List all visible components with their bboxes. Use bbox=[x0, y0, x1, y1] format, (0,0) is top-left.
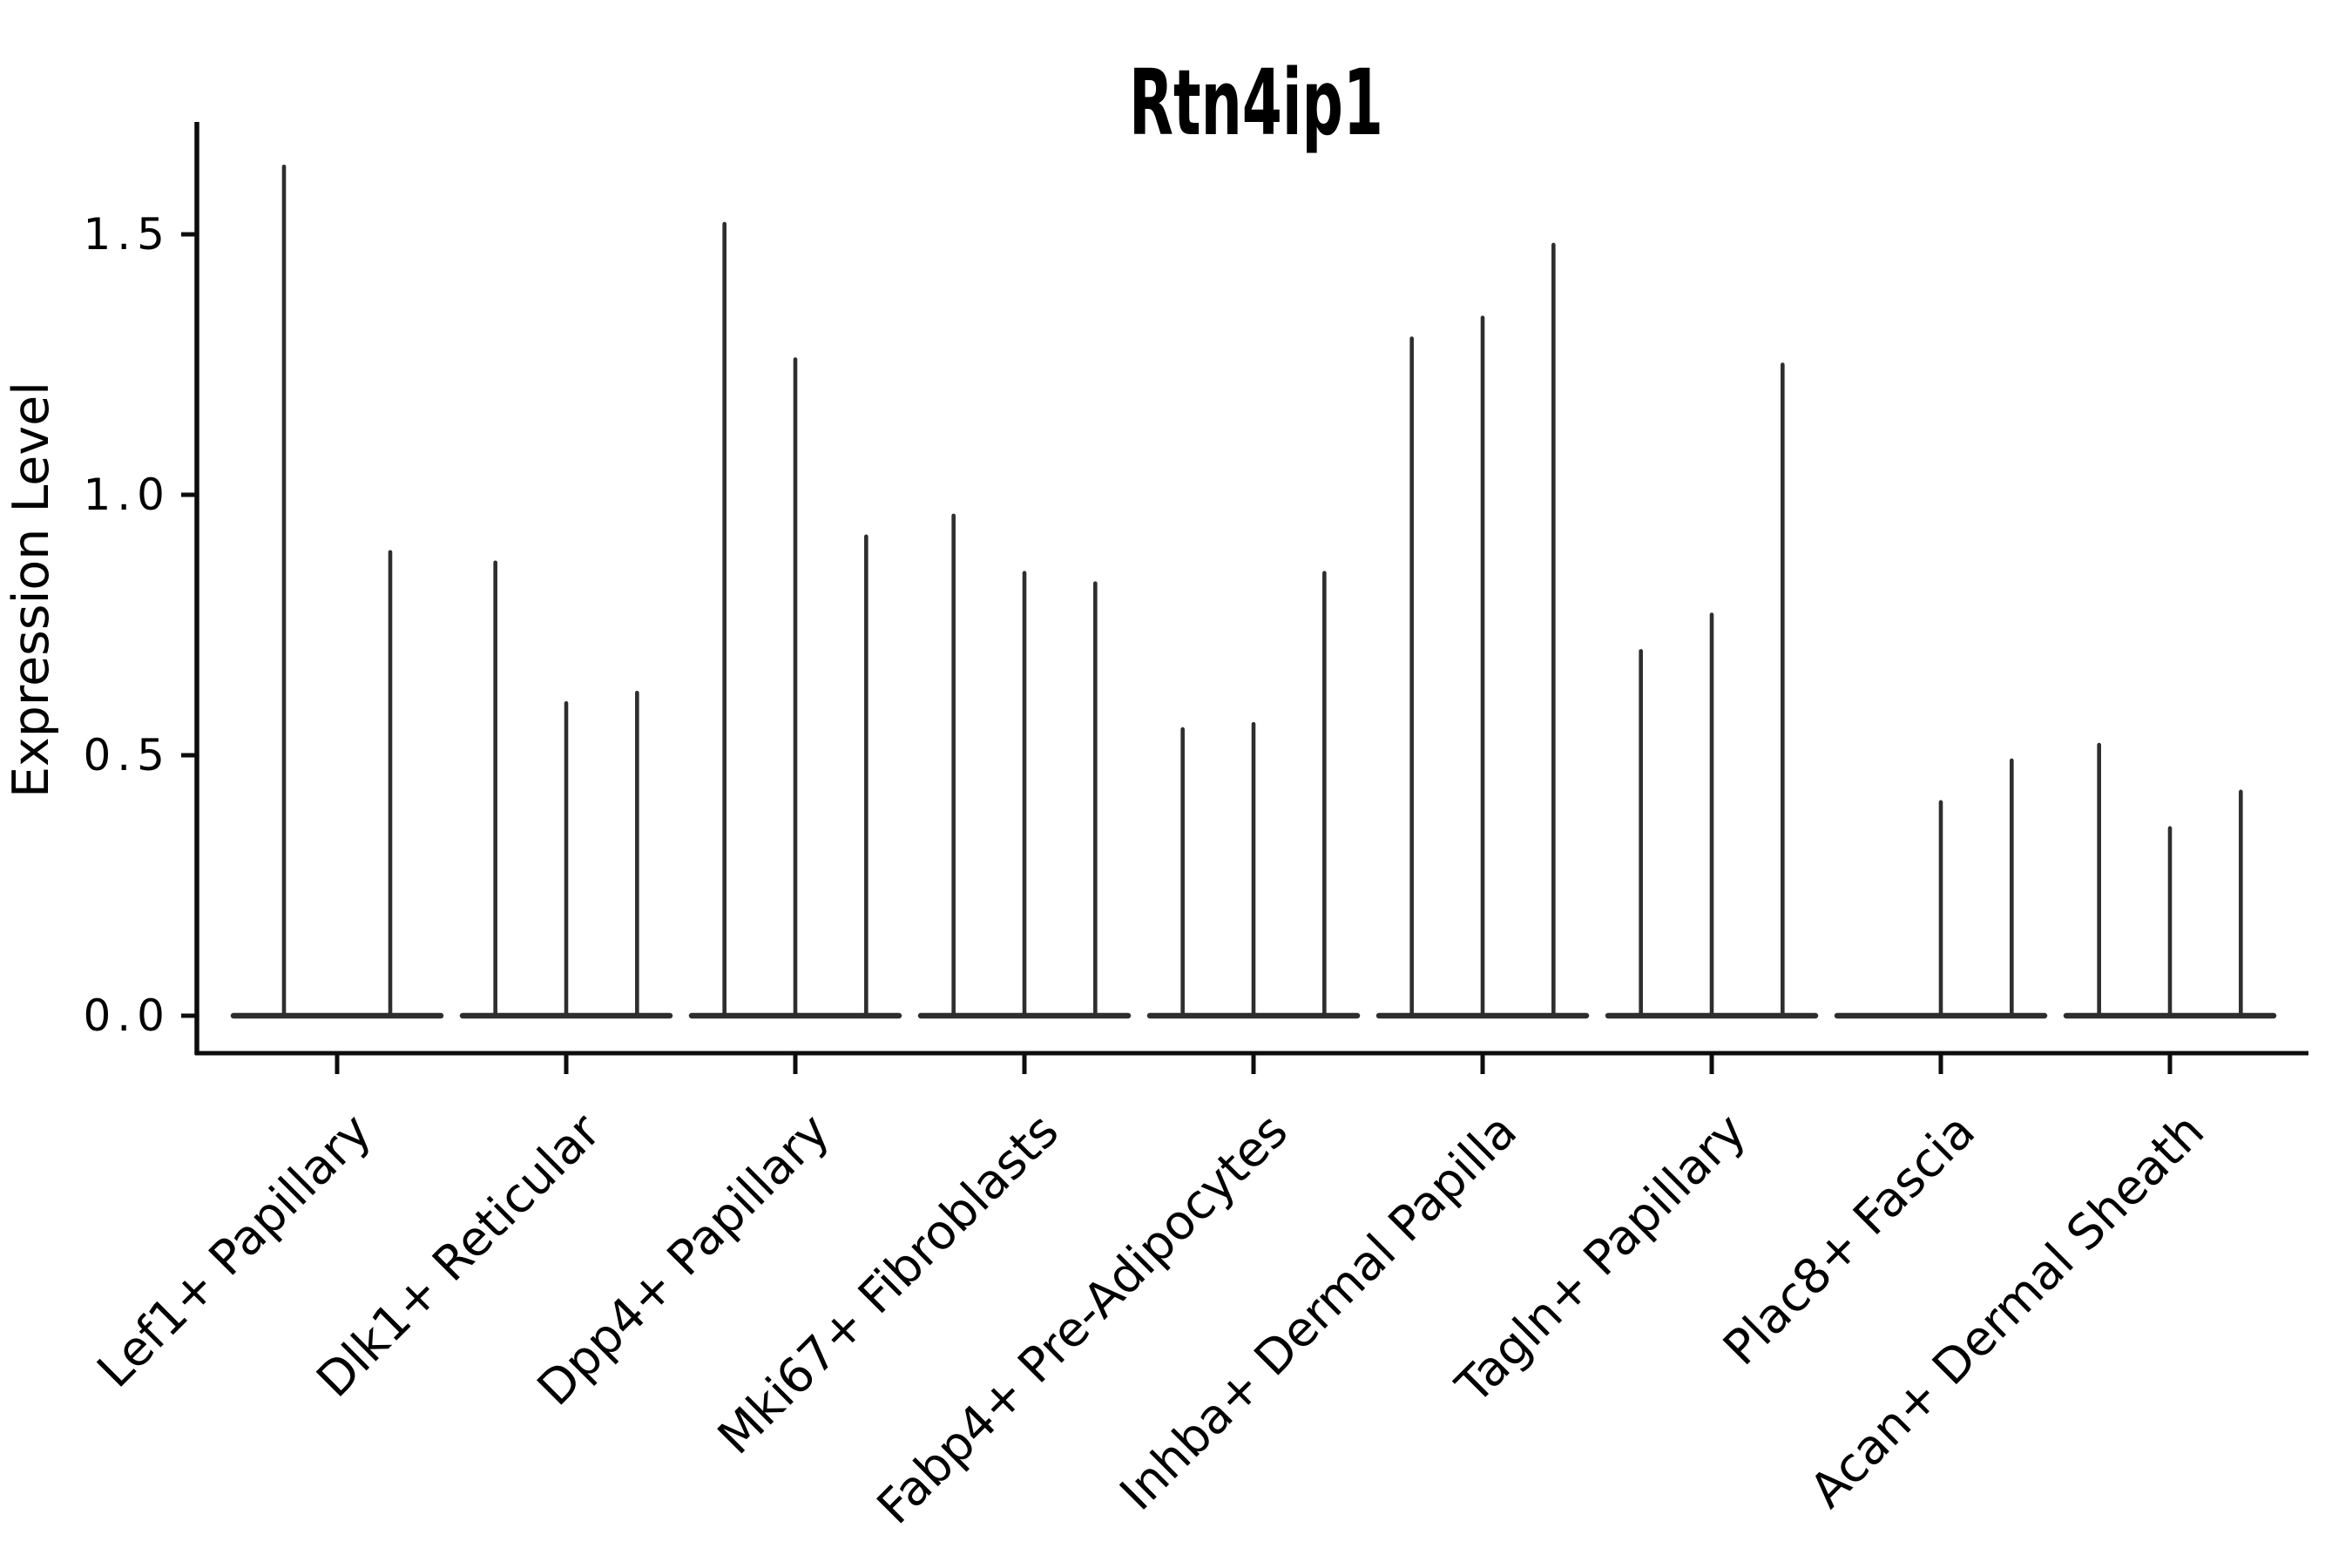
y-tick-label: 1.5 bbox=[83, 209, 171, 260]
plot-title: Rtn4ip1 bbox=[1129, 50, 1383, 156]
x-tick-label: Acan+ Dermal Sheath bbox=[1799, 1103, 2214, 1518]
x-tick-label: Inhba+ Dermal Papilla bbox=[1109, 1103, 1527, 1521]
y-tick-labels: 0.0 0.5 1.0 1.5 bbox=[83, 209, 171, 1041]
x-tick-label: Fabp4+ Pre-Adipocytes bbox=[866, 1103, 1298, 1535]
axes bbox=[181, 122, 2308, 1074]
y-axis-label: Expression Level bbox=[3, 382, 60, 798]
y-tick-label: 0.5 bbox=[83, 730, 171, 781]
y-tick-label: 1.0 bbox=[83, 470, 171, 520]
y-tick-label: 0.0 bbox=[83, 990, 171, 1041]
violins bbox=[230, 164, 2277, 1019]
